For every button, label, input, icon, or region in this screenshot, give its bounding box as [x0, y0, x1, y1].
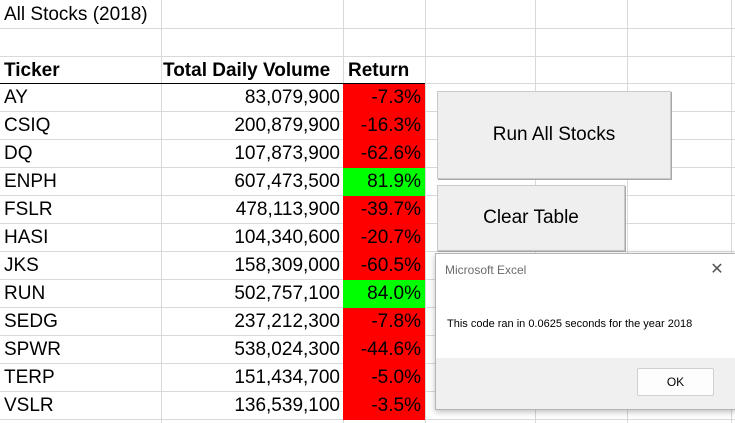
return-cell[interactable]: -7.8%: [343, 308, 425, 336]
return-value: -3.5%: [371, 395, 421, 416]
table-row: AY 83,079,900 -7.3%: [0, 84, 425, 112]
table-row: VSLR 136,539,100 -3.5%: [0, 392, 425, 420]
ticker-cell[interactable]: VSLR: [4, 395, 54, 416]
table-row: ENPH 607,473,500 81.9%: [0, 168, 425, 196]
volume-cell[interactable]: 200,879,900: [234, 115, 340, 136]
return-value: 81.9%: [367, 171, 421, 192]
return-value: -7.8%: [371, 311, 421, 332]
return-cell[interactable]: -62.6%: [343, 140, 425, 168]
volume-cell[interactable]: 237,212,300: [234, 311, 340, 332]
return-value: -39.7%: [360, 199, 421, 220]
ticker-cell[interactable]: FSLR: [4, 199, 53, 220]
table-row: RUN 502,757,100 84.0%: [0, 280, 425, 308]
ok-button[interactable]: OK: [637, 368, 714, 396]
table-row: CSIQ 200,879,900 -16.3%: [0, 112, 425, 140]
volume-cell[interactable]: 502,757,100: [234, 283, 340, 304]
return-cell[interactable]: 81.9%: [343, 168, 425, 196]
ticker-cell[interactable]: SEDG: [4, 311, 58, 332]
return-cell[interactable]: -60.5%: [343, 252, 425, 280]
run-all-stocks-button[interactable]: Run All Stocks: [437, 91, 671, 179]
close-icon[interactable]: ✕: [710, 261, 724, 278]
return-cell[interactable]: -20.7%: [343, 224, 425, 252]
return-cell[interactable]: 84.0%: [343, 280, 425, 308]
return-cell[interactable]: -16.3%: [343, 112, 425, 140]
table-row: SPWR 538,024,300 -44.6%: [0, 336, 425, 364]
return-value: -16.3%: [360, 115, 421, 136]
volume-cell[interactable]: 104,340,600: [234, 227, 340, 248]
return-value: -60.5%: [360, 255, 421, 276]
message-dialog: Microsoft Excel ✕ This code ran in 0.062…: [435, 253, 735, 410]
volume-cell[interactable]: 158,309,000: [234, 255, 340, 276]
header-volume[interactable]: Total Daily Volume: [163, 60, 331, 81]
return-cell[interactable]: -39.7%: [343, 196, 425, 224]
volume-cell[interactable]: 538,024,300: [234, 339, 340, 360]
table-row: DQ 107,873,900 -62.6%: [0, 140, 425, 168]
volume-cell[interactable]: 607,473,500: [234, 171, 340, 192]
ticker-cell[interactable]: RUN: [4, 283, 46, 304]
ticker-cell[interactable]: AY: [4, 87, 28, 108]
ticker-cell[interactable]: CSIQ: [4, 115, 51, 136]
return-value: -44.6%: [360, 339, 421, 360]
return-cell[interactable]: -3.5%: [343, 392, 425, 420]
table-row: SEDG 237,212,300 -7.8%: [0, 308, 425, 336]
return-value: 84.0%: [367, 283, 421, 304]
clear-table-button[interactable]: Clear Table: [437, 185, 625, 251]
volume-cell[interactable]: 136,539,100: [234, 395, 340, 416]
ticker-cell[interactable]: ENPH: [4, 171, 57, 192]
volume-cell[interactable]: 478,113,900: [235, 199, 340, 220]
volume-cell[interactable]: 83,079,900: [244, 87, 340, 108]
dialog-footer: OK: [436, 358, 735, 409]
table-row: TERP 151,434,700 -5.0%: [0, 364, 425, 392]
ticker-cell[interactable]: DQ: [4, 143, 33, 164]
ticker-cell[interactable]: HASI: [4, 227, 49, 248]
volume-cell[interactable]: 151,434,700: [234, 367, 340, 388]
table-row: FSLR 478,113,900 -39.7%: [0, 196, 425, 224]
header-ticker[interactable]: Ticker: [4, 60, 60, 81]
header-return[interactable]: Return: [348, 60, 410, 81]
dialog-title: Microsoft Excel: [445, 263, 527, 277]
return-cell[interactable]: -5.0%: [343, 364, 425, 392]
volume-cell[interactable]: 107,873,900: [234, 143, 340, 164]
ticker-cell[interactable]: SPWR: [4, 339, 61, 360]
return-value: -5.0%: [371, 367, 421, 388]
return-value: -20.7%: [360, 227, 421, 248]
ticker-cell[interactable]: TERP: [4, 367, 55, 388]
return-value: -62.6%: [360, 143, 421, 164]
header-border: [0, 83, 425, 84]
table-row: HASI 104,340,600 -20.7%: [0, 224, 425, 252]
return-cell[interactable]: -7.3%: [343, 84, 425, 112]
sheet-title[interactable]: All Stocks (2018): [4, 4, 148, 25]
table-row: JKS 158,309,000 -60.5%: [0, 252, 425, 280]
dialog-message: This code ran in 0.0625 seconds for the …: [447, 318, 693, 330]
return-cell[interactable]: -44.6%: [343, 336, 425, 364]
return-value: -7.3%: [371, 87, 421, 108]
ticker-cell[interactable]: JKS: [4, 255, 39, 276]
